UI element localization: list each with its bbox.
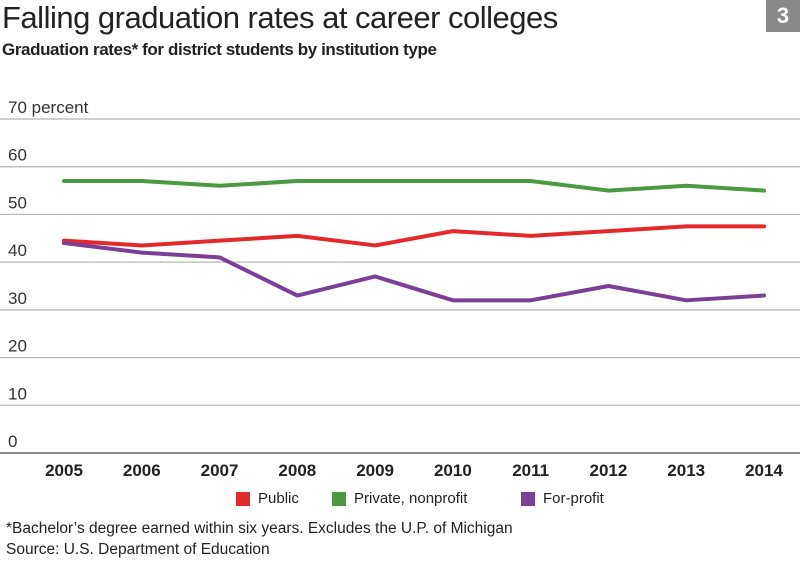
y-tick-label: 60 bbox=[8, 146, 27, 165]
line-chart: 0 10 20 30 40 50 60 70 percent 2005 2006 2007 2008 2… bbox=[0, 98, 800, 480]
x-tick-label: 2014 bbox=[745, 461, 783, 480]
footnote: *Bachelor’s degree earned within six yea… bbox=[6, 520, 513, 537]
legend-swatch bbox=[521, 491, 535, 506]
series-line-public bbox=[62, 224, 766, 248]
chart-subtitle: Graduation rates* for district students … bbox=[2, 40, 437, 59]
source-note: Source: U.S. Department of Education bbox=[6, 541, 270, 558]
x-tick-label: 2012 bbox=[590, 461, 628, 480]
legend-item: For-profit bbox=[521, 490, 604, 507]
y-tick-label: 30 bbox=[8, 289, 27, 308]
y-tick-label: 40 bbox=[8, 241, 27, 260]
x-tick-label: 2008 bbox=[278, 461, 316, 480]
x-tick-label: 2005 bbox=[45, 461, 83, 480]
figure-number-badge: 3 bbox=[766, 0, 800, 32]
x-tick-label: 2007 bbox=[201, 461, 239, 480]
legend-swatch bbox=[332, 491, 346, 506]
legend-label: For-profit bbox=[543, 490, 604, 507]
legend-label: Public bbox=[258, 490, 299, 507]
y-tick-label: 70 percent bbox=[8, 98, 89, 117]
y-tick-label: 20 bbox=[8, 337, 27, 356]
legend-item: Public bbox=[236, 490, 299, 507]
legend-label: Private, nonprofit bbox=[354, 490, 468, 507]
x-tick-label: 2013 bbox=[667, 461, 705, 480]
legend-swatch bbox=[236, 491, 250, 506]
legend-item: Private, nonprofit bbox=[332, 490, 467, 507]
x-tick-label: 2009 bbox=[356, 461, 394, 480]
series-line-private-nonprofit bbox=[62, 179, 766, 193]
x-tick-label: 2010 bbox=[434, 461, 472, 480]
chart-title: Falling graduation rates at career colle… bbox=[2, 0, 558, 35]
y-tick-label: 10 bbox=[8, 384, 27, 403]
y-tick-label: 50 bbox=[8, 193, 27, 212]
y-tick-label: 0 bbox=[8, 432, 17, 451]
series-line-for-profit bbox=[62, 241, 766, 303]
x-tick-label: 2011 bbox=[512, 461, 549, 480]
x-tick-label: 2006 bbox=[123, 461, 161, 480]
